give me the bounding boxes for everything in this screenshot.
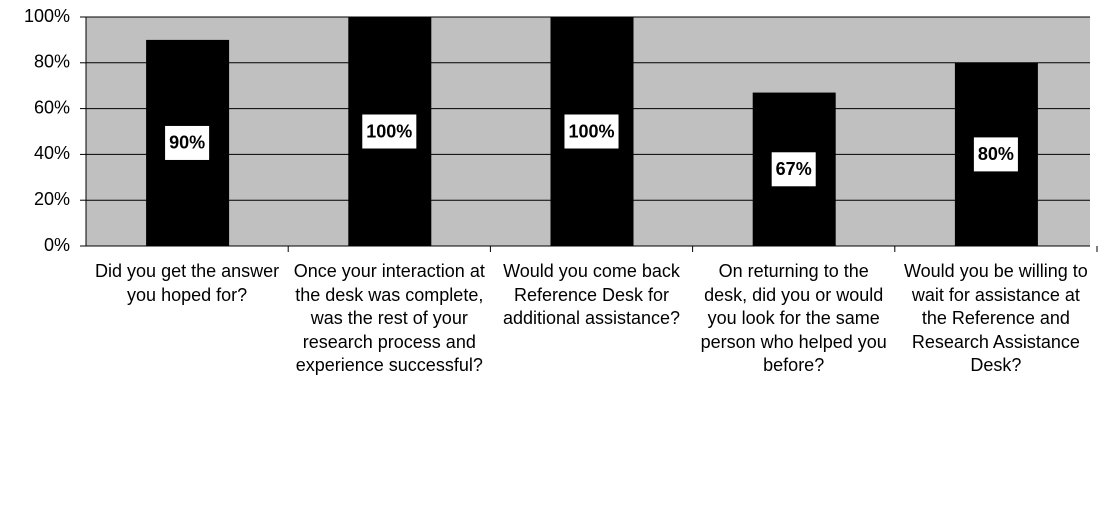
data-label: 67% [776,159,812,179]
x-tick-label: Would you come back Reference Desk for a… [502,261,681,329]
y-tick-label: 100% [24,6,70,26]
data-label-box [362,114,417,149]
data-label-box [973,137,1018,172]
y-tick-label: 20% [34,189,70,209]
data-label-box [165,125,210,160]
y-tick-label: 80% [34,52,70,72]
data-label: 80% [978,144,1014,164]
x-tick-label: Did you get the answer you hoped for? [95,261,280,305]
data-label: 90% [169,133,205,153]
data-label-box [564,114,619,149]
data-label-box [771,152,816,187]
y-tick-label: 40% [34,143,70,163]
data-label: 100% [366,121,412,141]
x-tick-label: On returning to the desk, did you or wou… [700,261,887,376]
y-tick-label: 0% [44,235,70,255]
y-tick-label: 60% [34,97,70,117]
data-label: 100% [568,121,614,141]
x-tick-label: Once your interaction at the desk was co… [293,261,485,376]
x-tick-label: Would you be willing to wait for assista… [904,261,1088,376]
